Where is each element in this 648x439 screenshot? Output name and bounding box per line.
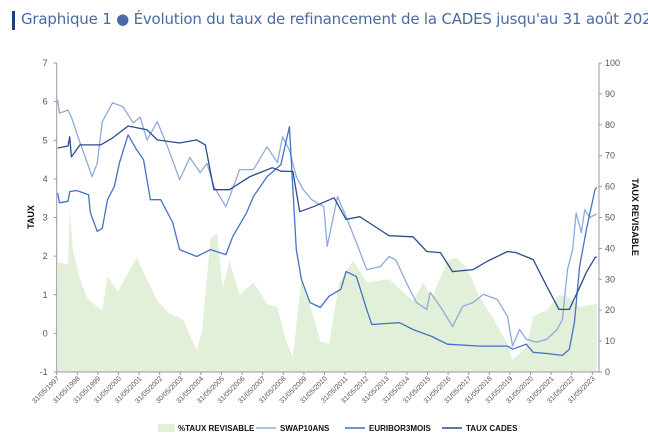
y-tick-label-left: 4 [43, 174, 48, 184]
y-tick-label-right: 90 [605, 89, 615, 99]
legend-label--taux-revisable: %TAUX REVISABLE [178, 424, 255, 433]
y-tick-label-right: 60 [605, 182, 615, 192]
chart-title: Graphique 1 ● Évolution du taux de refin… [21, 10, 648, 28]
y-axis-label-left: TAUX [26, 205, 36, 229]
y-tick-label-left: 6 [43, 97, 48, 107]
y-tick-label-left: 2 [43, 251, 48, 261]
y-tick-label-left: 3 [43, 213, 48, 223]
y-tick-label-right: 10 [605, 336, 615, 346]
series-area-taux-revisable [57, 208, 597, 372]
legend: %TAUX REVISABLE SWAP10ANS EURIBOR3MOIS TAUX… [158, 424, 518, 433]
y-axis-label-right: TAUX REVISABLE [630, 178, 640, 256]
legend-label-taux-cades: TAUX CADES [466, 424, 518, 433]
y-tick-label-right: 70 [605, 151, 615, 161]
title-accent-bar [12, 11, 15, 30]
y-tick-label-right: 20 [605, 305, 615, 315]
y-tick-label-left: 0 [43, 328, 48, 338]
legend-swatch--taux-revisable [158, 424, 175, 432]
series-line-euribor3mois [57, 126, 598, 357]
y-tick-label-right: 50 [605, 213, 615, 223]
legend-label-euribor3mois: EURIBOR3MOIS [369, 424, 431, 433]
y-tick-label-left: 7 [43, 58, 48, 68]
y-tick-label-left: 5 [43, 135, 48, 145]
y-tick-label-right: 80 [605, 120, 615, 130]
series-line-taux-cades [57, 125, 597, 311]
series-line-swap10ans [57, 99, 598, 347]
y-tick-label-right: 100 [605, 58, 620, 68]
y-tick-label-left: -1 [40, 367, 48, 377]
y-tick-label-right: 30 [605, 274, 615, 284]
y-tick-label-left: 1 [43, 290, 48, 300]
legend-label-swap10ans: SWAP10ANS [280, 424, 330, 433]
y-tick-label-right: 40 [605, 243, 615, 253]
y-tick-label-right: 0 [605, 367, 610, 377]
